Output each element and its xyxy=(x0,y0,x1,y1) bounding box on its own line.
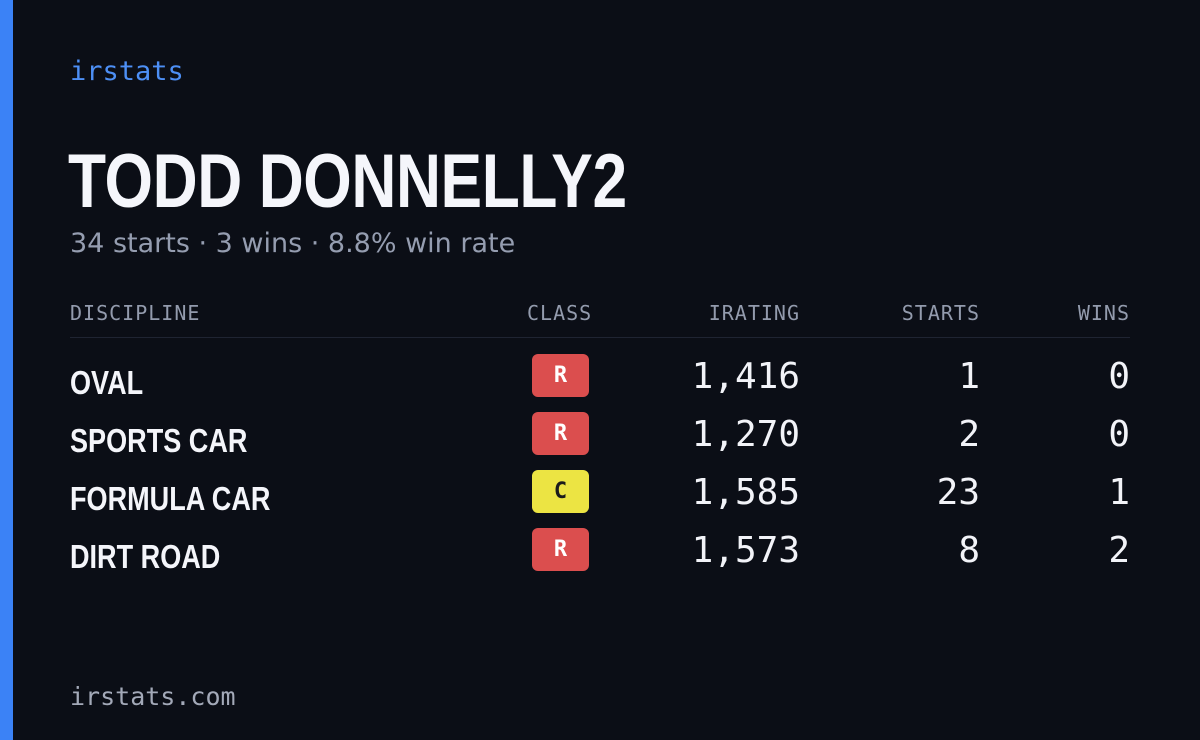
footer-url: irstats.com xyxy=(70,682,236,711)
class-badge: R xyxy=(532,528,589,571)
summary-stats: 34 starts · 3 wins · 8.8% win rate xyxy=(70,228,516,259)
starts-value: 8 xyxy=(958,530,980,571)
column-header-wins: WINS xyxy=(1077,301,1130,325)
irating-value: 1,573 xyxy=(691,530,800,571)
table-row: DIRT ROAD R 1,573 8 2 xyxy=(0,528,1200,586)
irating-value: 1,585 xyxy=(691,472,800,513)
wins-value: 0 xyxy=(1108,356,1130,397)
discipline-label: SPORTS CAR xyxy=(70,422,248,459)
discipline-label: OVAL xyxy=(70,364,144,401)
header-divider xyxy=(70,337,1130,338)
irating-value: 1,416 xyxy=(691,356,800,397)
irating-value: 1,270 xyxy=(691,414,800,455)
table-row: FORMULA CAR C 1,585 23 1 xyxy=(0,470,1200,528)
starts-value: 2 xyxy=(958,414,980,455)
class-badge: R xyxy=(532,354,589,397)
discipline-label: DIRT ROAD xyxy=(70,538,221,575)
wins-value: 0 xyxy=(1108,414,1130,455)
class-badge: C xyxy=(532,470,589,513)
starts-value: 1 xyxy=(958,356,980,397)
brand-logo-text: irstats xyxy=(70,56,184,87)
starts-value: 23 xyxy=(936,472,980,513)
column-header-starts: STARTS xyxy=(901,301,980,325)
wins-value: 1 xyxy=(1108,472,1130,513)
table-row: OVAL R 1,416 1 0 xyxy=(0,354,1200,412)
discipline-label: FORMULA CAR xyxy=(70,480,271,517)
column-header-class: CLASS xyxy=(527,301,593,325)
class-badge: R xyxy=(532,412,589,455)
driver-name: TODD DONNELLY2 xyxy=(68,139,627,224)
column-header-irating: IRATING xyxy=(708,301,800,325)
column-header-discipline: DISCIPLINE xyxy=(70,301,201,325)
table-row: SPORTS CAR R 1,270 2 0 xyxy=(0,412,1200,470)
wins-value: 2 xyxy=(1108,530,1130,571)
accent-bar xyxy=(0,0,13,740)
